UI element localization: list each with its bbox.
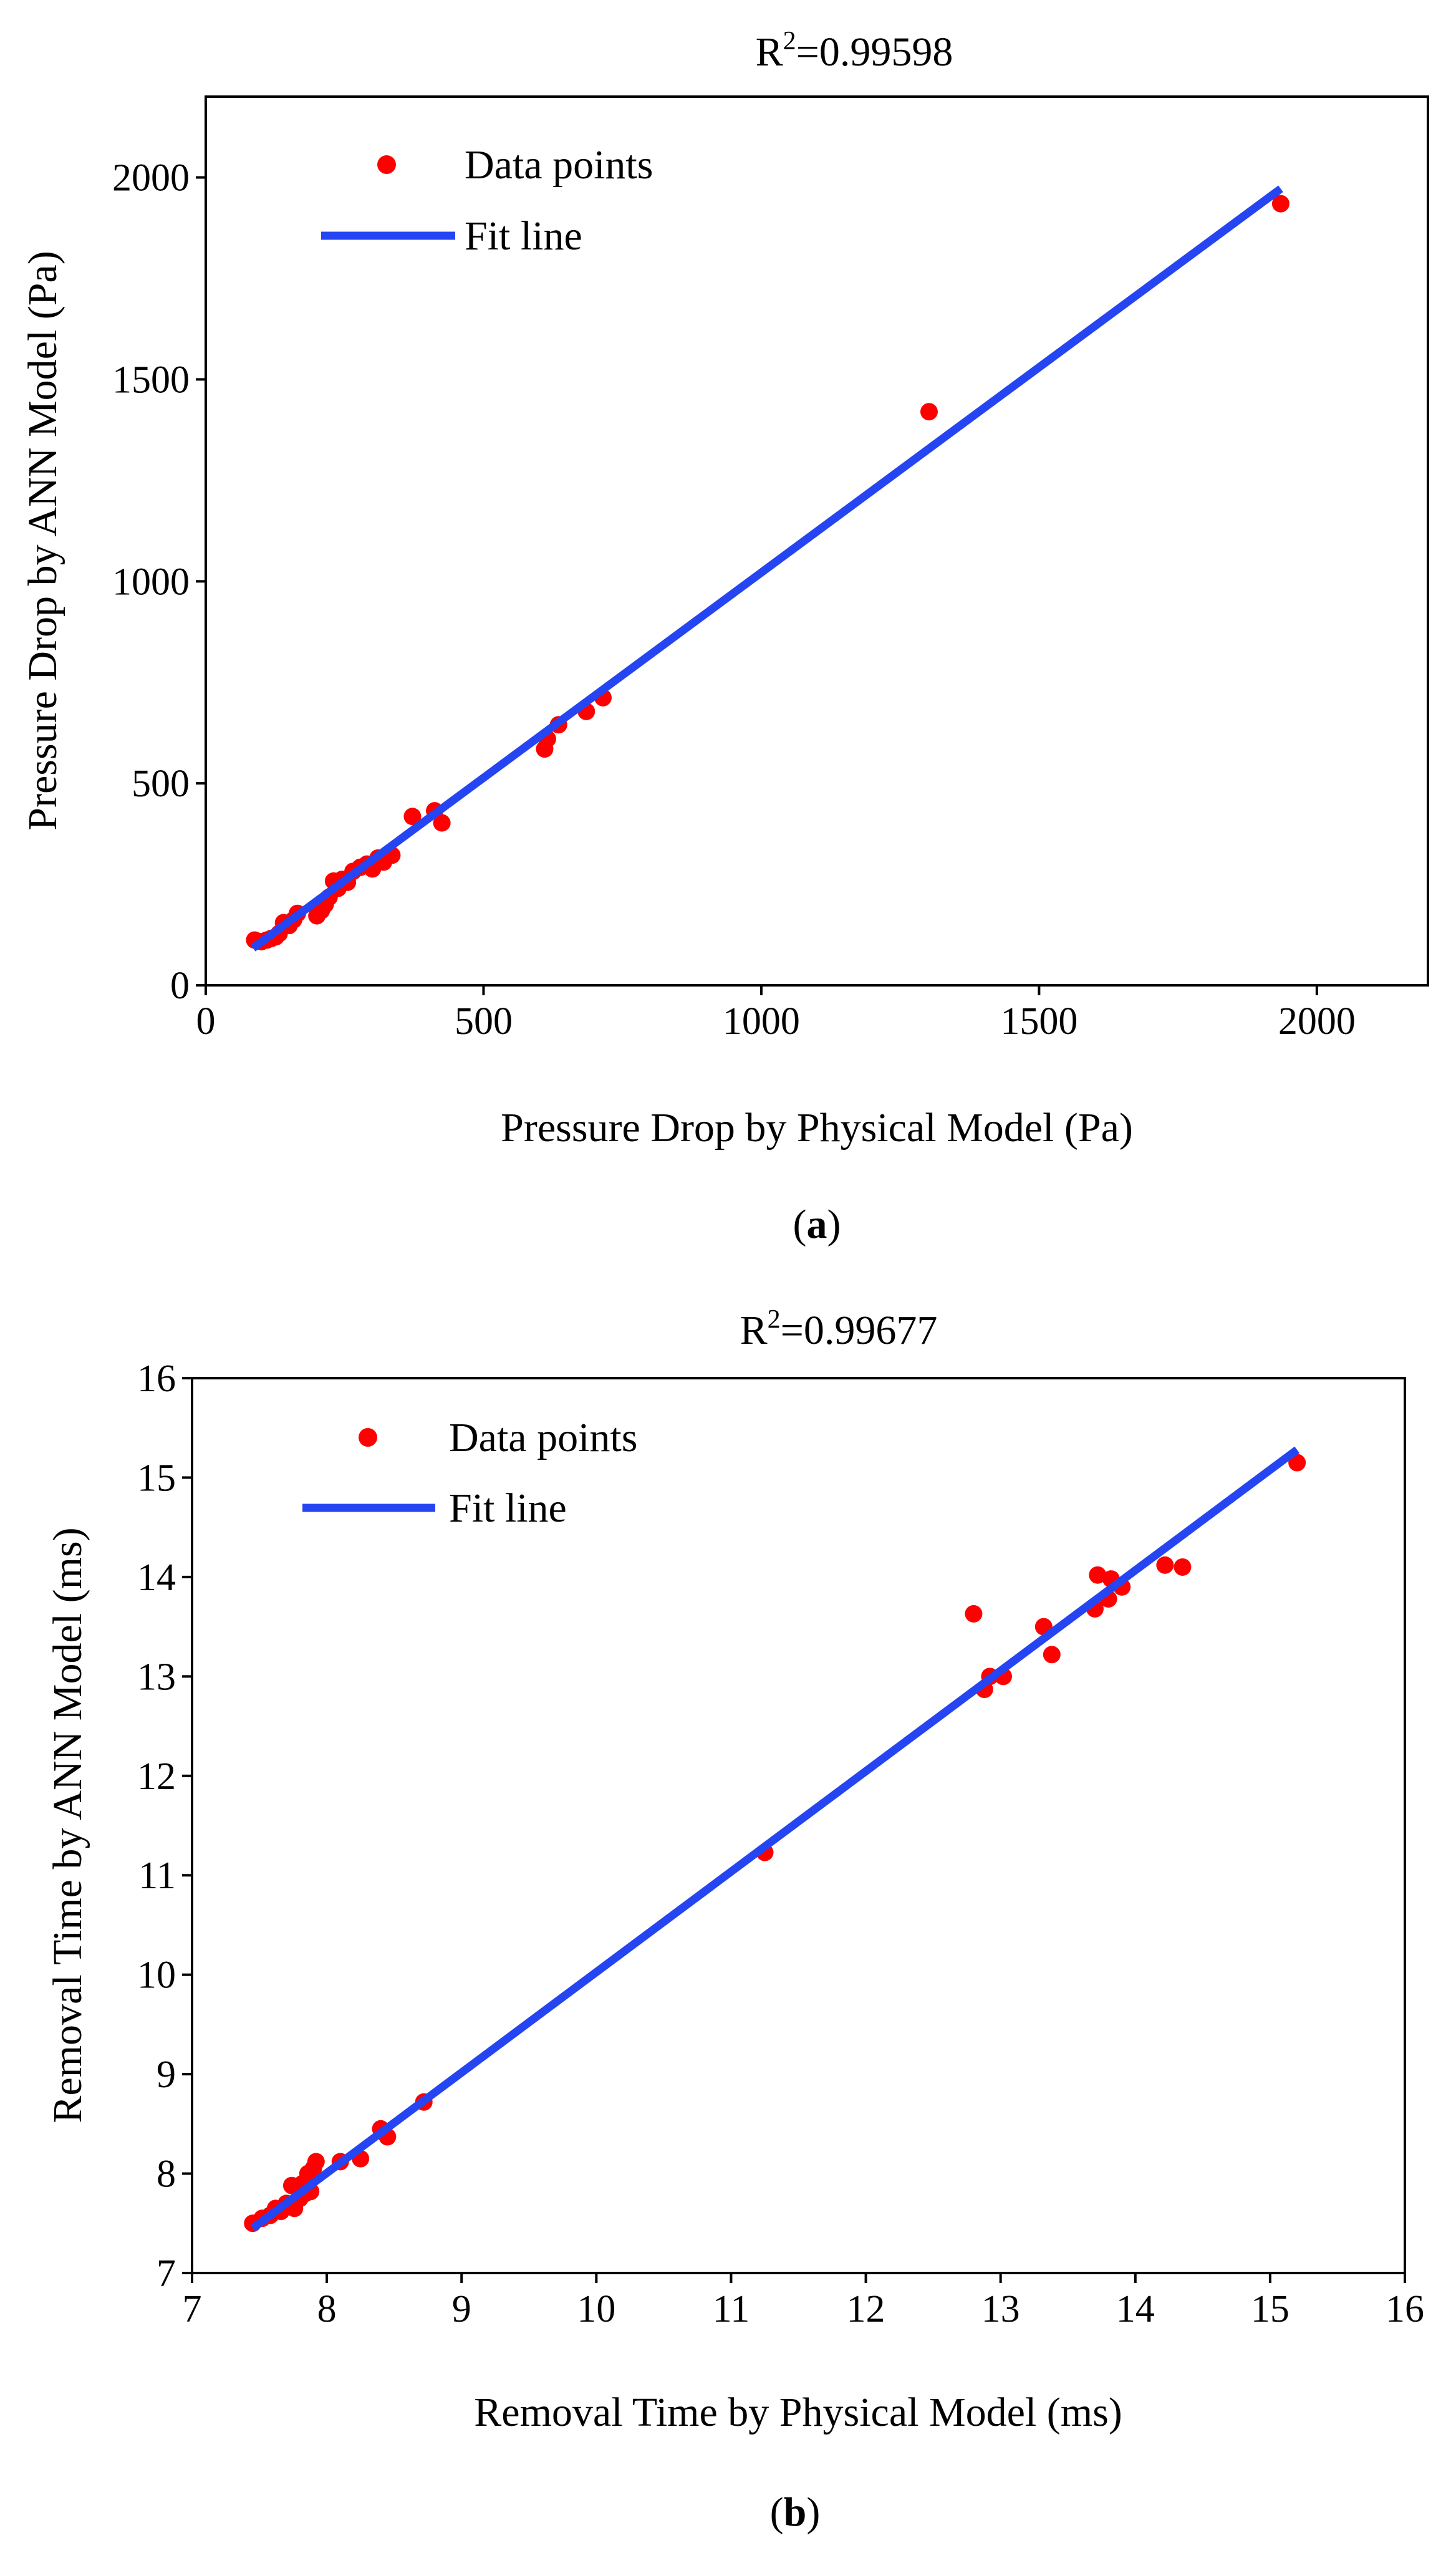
y-tick-label: 500 — [132, 763, 190, 805]
x-axis-ticks: 0 500 1000 1500 2000 — [196, 985, 1356, 1043]
plot-series — [246, 185, 1290, 952]
chart-title: R2=0.99677 — [740, 1305, 938, 1353]
legend-label-data-points: Data points — [449, 1415, 637, 1460]
y-tick-label: 2000 — [112, 157, 190, 200]
chart-title: R2=0.99598 — [756, 27, 953, 75]
legend: Data points Fit line — [321, 142, 653, 259]
x-tick-label: 0 — [196, 1000, 216, 1043]
x-tick-label: 500 — [455, 1000, 513, 1043]
data-point — [1174, 1558, 1192, 1576]
y-tick-label: 10 — [137, 1954, 176, 1997]
y-tick-label: 7 — [157, 2252, 176, 2295]
chart-panel-b: R2=0.99677 7 8 9 10 11 12 13 14 15 16 7 8 9 10 11 12 13… — [45, 1305, 1424, 2535]
fit-line — [250, 185, 1283, 952]
x-tick-label: 8 — [317, 2288, 337, 2330]
y-axis-label: Pressure Drop by ANN Model (Pa) — [20, 251, 65, 830]
y-tick-label: 8 — [157, 2153, 176, 2196]
y-tick-label: 16 — [137, 1358, 176, 1400]
y-tick-label: 0 — [170, 965, 190, 1007]
y-tick-label: 12 — [137, 1755, 176, 1798]
data-point — [1089, 1566, 1107, 1584]
fit-line — [250, 1446, 1299, 2232]
legend: Data points Fit line — [302, 1415, 637, 1531]
y-tick-label: 9 — [157, 2054, 176, 2096]
x-tick-label: 1000 — [723, 1000, 800, 1043]
plot-series — [244, 1446, 1306, 2232]
y-tick-label: 14 — [137, 1557, 176, 1599]
x-tick-label: 13 — [981, 2288, 1020, 2330]
x-tick-label: 1500 — [1000, 1000, 1078, 1043]
x-tick-label: 7 — [183, 2288, 202, 2330]
x-axis-ticks: 7 8 9 10 11 12 13 14 15 16 — [183, 2273, 1424, 2330]
x-tick-label: 2000 — [1278, 1000, 1356, 1043]
x-tick-label: 15 — [1251, 2288, 1290, 2330]
y-tick-label: 13 — [137, 1656, 176, 1698]
y-tick-label: 1500 — [112, 359, 190, 401]
x-tick-label: 16 — [1386, 2288, 1424, 2330]
plot-frame — [205, 95, 1429, 987]
x-tick-label: 11 — [713, 2288, 750, 2330]
y-axis-ticks: 0 500 1000 1500 2000 — [112, 157, 206, 1007]
x-tick-label: 12 — [847, 2288, 885, 2330]
data-point — [1288, 1454, 1306, 1472]
data-point — [1043, 1646, 1061, 1664]
y-tick-label: 11 — [138, 1855, 176, 1897]
data-point — [307, 2153, 325, 2171]
data-point — [433, 814, 451, 832]
data-point — [1156, 1556, 1174, 1574]
legend-label-fit-line: Fit line — [449, 1485, 567, 1531]
legend-label-data-points: Data points — [465, 142, 653, 188]
data-point — [965, 1605, 983, 1623]
legend-label-fit-line: Fit line — [465, 213, 582, 259]
x-axis-label: Pressure Drop by Physical Model (Pa) — [501, 1105, 1133, 1151]
legend-marker-data-points — [359, 1428, 377, 1447]
x-tick-label: 10 — [577, 2288, 615, 2330]
data-point — [403, 808, 422, 826]
panel-label: (b) — [770, 2489, 821, 2535]
x-tick-label: 9 — [452, 2288, 471, 2330]
plot-frame — [191, 1377, 1406, 2274]
legend-marker-data-points — [377, 155, 396, 174]
x-tick-label: 14 — [1116, 2288, 1155, 2330]
y-axis-ticks: 7 8 9 10 11 12 13 14 15 16 — [137, 1358, 192, 2295]
data-point — [920, 403, 938, 421]
data-point — [1271, 195, 1290, 213]
x-axis-label: Removal Time by Physical Model (ms) — [474, 2390, 1122, 2435]
y-axis-label: Removal Time by ANN Model (ms) — [45, 1527, 90, 2123]
y-tick-label: 1000 — [112, 561, 190, 603]
chart-panel-a: R2=0.99598 0 500 1000 1500 2000 0 500 1000 1500… — [20, 27, 1429, 1247]
y-tick-label: 15 — [137, 1457, 176, 1499]
panel-label: (a) — [793, 1202, 841, 1247]
